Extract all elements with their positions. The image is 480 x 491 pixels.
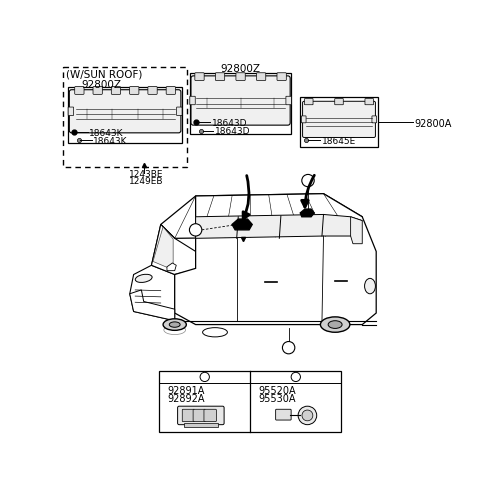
FancyBboxPatch shape	[335, 99, 343, 105]
FancyBboxPatch shape	[190, 96, 195, 105]
Polygon shape	[130, 290, 175, 321]
Circle shape	[190, 224, 202, 236]
Text: 18645E: 18645E	[322, 136, 356, 146]
Ellipse shape	[328, 321, 342, 328]
Text: 92800Z: 92800Z	[82, 80, 122, 90]
FancyBboxPatch shape	[69, 90, 181, 133]
Polygon shape	[153, 227, 173, 270]
FancyBboxPatch shape	[304, 99, 313, 105]
Circle shape	[302, 174, 314, 187]
Bar	[68, 87, 182, 143]
FancyBboxPatch shape	[111, 86, 120, 94]
Ellipse shape	[365, 278, 375, 294]
Text: 18643K: 18643K	[89, 129, 124, 138]
FancyBboxPatch shape	[236, 73, 245, 81]
Polygon shape	[175, 193, 376, 325]
FancyBboxPatch shape	[166, 86, 176, 94]
Text: 18643D: 18643D	[212, 119, 247, 128]
FancyBboxPatch shape	[93, 86, 102, 94]
FancyBboxPatch shape	[191, 76, 290, 125]
FancyBboxPatch shape	[193, 409, 205, 422]
Ellipse shape	[203, 327, 228, 337]
Bar	[190, 73, 291, 135]
Bar	[300, 97, 378, 147]
Polygon shape	[130, 265, 175, 321]
Text: a: a	[202, 373, 207, 382]
Polygon shape	[350, 217, 362, 244]
FancyBboxPatch shape	[276, 409, 291, 420]
Text: a: a	[192, 225, 199, 235]
Polygon shape	[167, 263, 176, 271]
Text: a: a	[286, 343, 292, 353]
Circle shape	[298, 406, 317, 425]
Ellipse shape	[163, 319, 186, 330]
Bar	[63, 67, 187, 167]
Ellipse shape	[169, 322, 180, 327]
Circle shape	[282, 342, 295, 354]
FancyBboxPatch shape	[256, 73, 266, 81]
Circle shape	[302, 410, 313, 421]
FancyBboxPatch shape	[178, 406, 224, 425]
FancyBboxPatch shape	[372, 116, 377, 123]
Polygon shape	[232, 219, 252, 230]
Ellipse shape	[164, 326, 186, 334]
Text: 1243BE: 1243BE	[129, 170, 164, 179]
FancyBboxPatch shape	[277, 73, 286, 81]
FancyBboxPatch shape	[177, 107, 182, 115]
Text: b: b	[293, 373, 299, 382]
Text: b: b	[305, 176, 312, 186]
Text: 1249EB: 1249EB	[129, 177, 164, 186]
Polygon shape	[300, 209, 314, 217]
Text: 95530A: 95530A	[258, 394, 296, 404]
Ellipse shape	[135, 274, 152, 282]
Text: 92891A: 92891A	[167, 386, 204, 396]
FancyBboxPatch shape	[68, 107, 73, 115]
Text: 18643K: 18643K	[93, 136, 128, 146]
Text: 95520A: 95520A	[258, 386, 296, 396]
Polygon shape	[161, 193, 362, 238]
Circle shape	[291, 372, 300, 382]
Text: (W/SUN ROOF): (W/SUN ROOF)	[66, 70, 143, 80]
FancyBboxPatch shape	[301, 116, 306, 123]
Text: 92892A: 92892A	[167, 394, 204, 404]
FancyBboxPatch shape	[195, 73, 204, 81]
FancyBboxPatch shape	[216, 73, 225, 81]
FancyBboxPatch shape	[365, 99, 373, 105]
Polygon shape	[196, 215, 362, 238]
FancyBboxPatch shape	[204, 409, 216, 422]
Circle shape	[200, 372, 209, 382]
Bar	[159, 371, 341, 433]
FancyBboxPatch shape	[182, 409, 195, 422]
FancyBboxPatch shape	[286, 96, 291, 105]
Text: 92800A: 92800A	[414, 119, 452, 129]
FancyBboxPatch shape	[302, 101, 375, 137]
FancyBboxPatch shape	[130, 86, 139, 94]
FancyBboxPatch shape	[148, 86, 157, 94]
FancyBboxPatch shape	[75, 86, 84, 94]
Ellipse shape	[321, 317, 350, 332]
Polygon shape	[152, 224, 175, 274]
Text: 18643D: 18643D	[215, 128, 251, 136]
Text: 92800Z: 92800Z	[221, 63, 261, 74]
Polygon shape	[152, 224, 200, 274]
Bar	[184, 423, 218, 427]
